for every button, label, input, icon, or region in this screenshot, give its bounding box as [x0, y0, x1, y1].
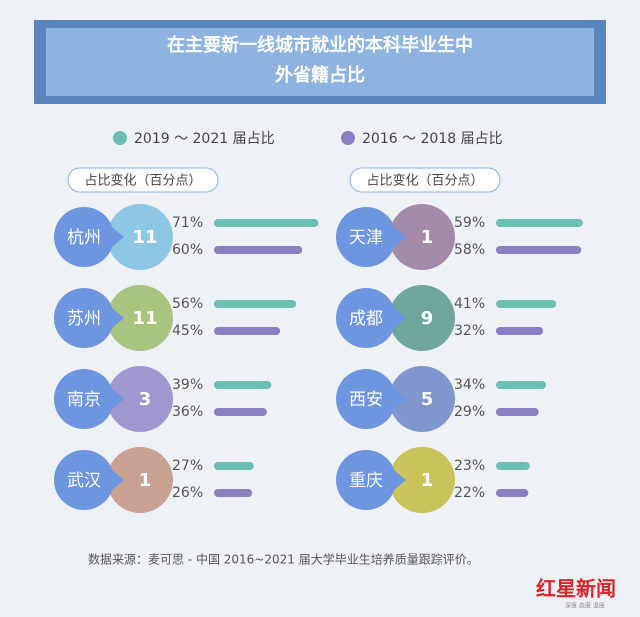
change-bubble	[389, 285, 455, 351]
value-label: 32%	[454, 323, 485, 339]
city-label: 苏州	[67, 309, 101, 329]
change-bubble	[389, 447, 455, 513]
change-value: 11	[132, 308, 157, 329]
value-label: 23%	[454, 458, 485, 474]
change-bubble	[107, 285, 173, 351]
change-label-pill	[67, 167, 219, 193]
city-bubble	[54, 288, 114, 348]
title-box	[46, 28, 594, 96]
value-label: 60%	[172, 242, 203, 258]
legend-swatch	[113, 131, 127, 145]
legend-label: 2019 ～ 2021 届占比	[134, 131, 275, 147]
change-value: 9	[421, 308, 434, 329]
value-label: 56%	[172, 296, 203, 312]
bar	[496, 300, 557, 308]
city-label: 重庆	[349, 471, 383, 491]
change-bubble	[107, 366, 173, 432]
city-label: 武汉	[67, 471, 101, 491]
change-label: 占比变化（百分点）	[366, 173, 483, 189]
change-label-pill	[349, 167, 501, 193]
bar	[214, 300, 297, 308]
city-bubble	[54, 207, 114, 267]
value-label: 36%	[172, 404, 203, 420]
value-label: 29%	[454, 404, 485, 420]
value-label: 22%	[454, 485, 485, 501]
legend-swatch	[341, 131, 355, 145]
city-bubble	[336, 288, 396, 348]
value-label: 39%	[172, 377, 203, 393]
change-value: 3	[139, 389, 152, 410]
bar	[496, 327, 544, 335]
city-bubble	[54, 369, 114, 429]
change-bubble	[107, 204, 173, 270]
city-bubble	[54, 450, 114, 510]
value-label: 34%	[454, 377, 485, 393]
bar	[496, 408, 539, 416]
value-label: 26%	[172, 485, 203, 501]
change-value: 1	[421, 227, 434, 248]
city-bubble	[336, 369, 396, 429]
value-label: 45%	[172, 323, 203, 339]
bar	[214, 381, 272, 389]
source-note: 数据来源：麦可思 - 中国 2016~2021 届大学毕业生培养质量跟踪评价。	[88, 552, 479, 567]
logo: 红星新闻	[536, 577, 616, 601]
city-label: 天津	[349, 228, 383, 248]
value-label: 59%	[454, 215, 485, 231]
bar	[214, 219, 319, 227]
city-label: 杭州	[67, 228, 101, 248]
change-value: 5	[421, 389, 434, 410]
bar	[496, 462, 530, 470]
change-bubble	[107, 447, 173, 513]
bar	[214, 489, 253, 497]
city-label: 成都	[349, 309, 383, 329]
change-value: 1	[139, 470, 152, 491]
bar	[496, 246, 582, 254]
bar	[496, 489, 529, 497]
city-bubble	[336, 207, 396, 267]
bar	[214, 327, 281, 335]
bar	[496, 219, 583, 227]
change-value: 1	[421, 470, 434, 491]
value-label: 41%	[454, 296, 485, 312]
change-bubble	[389, 204, 455, 270]
change-bubble	[389, 366, 455, 432]
bar	[214, 246, 303, 254]
title-line: 外省籍占比	[275, 64, 365, 86]
change-label: 占比变化（百分点）	[84, 173, 201, 189]
value-label: 71%	[172, 215, 203, 231]
logo-tagline: 深度 态度 温度	[565, 602, 605, 610]
value-label: 58%	[454, 242, 485, 258]
bar	[214, 408, 267, 416]
city-label: 南京	[67, 390, 101, 410]
city-label: 西安	[349, 390, 383, 410]
legend-label: 2016 ～ 2018 届占比	[362, 131, 503, 147]
city-bubble	[336, 450, 396, 510]
bar	[214, 462, 254, 470]
value-label: 27%	[172, 458, 203, 474]
title-line: 在主要新一线城市就业的本科毕业生中	[167, 34, 473, 56]
bar	[496, 381, 546, 389]
change-value: 11	[132, 227, 157, 248]
